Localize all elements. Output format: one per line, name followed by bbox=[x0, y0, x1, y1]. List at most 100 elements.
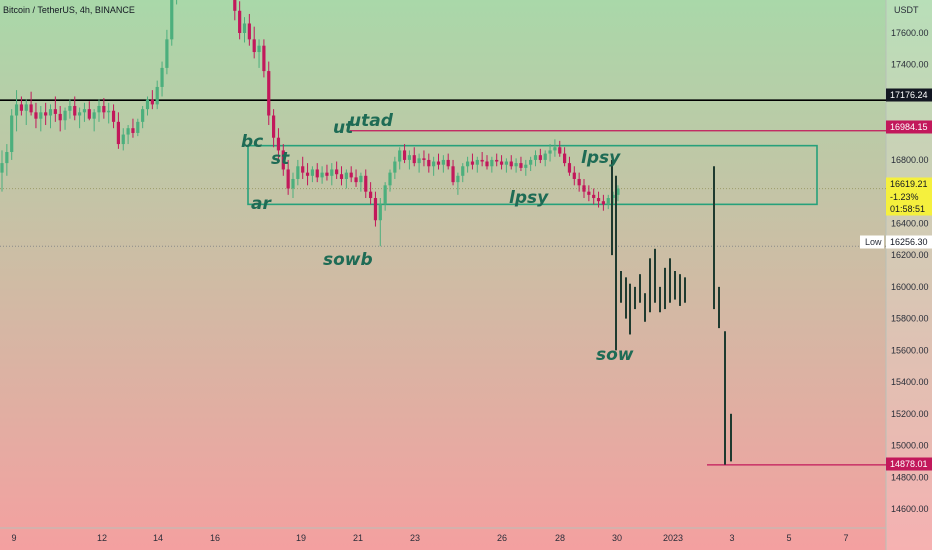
candle-body[interactable] bbox=[48, 109, 53, 116]
candle-body[interactable] bbox=[291, 178, 295, 189]
candle-body[interactable] bbox=[145, 99, 150, 110]
candle-body[interactable] bbox=[262, 45, 266, 72]
candle-body[interactable] bbox=[572, 172, 576, 179]
candle-body[interactable] bbox=[616, 188, 620, 195]
candle-body[interactable] bbox=[461, 166, 465, 176]
candle-body[interactable] bbox=[533, 155, 538, 160]
candle-body[interactable] bbox=[524, 164, 528, 168]
candle-body[interactable] bbox=[446, 159, 450, 167]
candle-body[interactable] bbox=[563, 153, 567, 164]
candle-body[interactable] bbox=[495, 159, 499, 162]
candle-body[interactable] bbox=[398, 150, 402, 162]
candle-body[interactable] bbox=[558, 147, 562, 154]
candle-body[interactable] bbox=[121, 134, 125, 145]
candle-body[interactable] bbox=[116, 121, 120, 145]
candle-body[interactable] bbox=[252, 39, 256, 53]
time-axis[interactable]: 9 12 14 16 19 21 23 26 28 30 2023 3 5 7 bbox=[11, 533, 848, 543]
candle-body[interactable] bbox=[335, 169, 339, 175]
candle-body[interactable] bbox=[150, 99, 154, 105]
candle-body[interactable] bbox=[354, 177, 358, 183]
candle-body[interactable] bbox=[596, 198, 601, 202]
candle-body[interactable] bbox=[364, 175, 368, 192]
candle-body[interactable] bbox=[567, 163, 572, 173]
candle-body[interactable] bbox=[102, 105, 106, 113]
candle-body[interactable] bbox=[485, 161, 489, 167]
candle-body[interactable] bbox=[456, 175, 460, 183]
candle-body[interactable] bbox=[514, 163, 518, 167]
candle-body[interactable] bbox=[0, 163, 4, 173]
candle-body[interactable] bbox=[24, 104, 28, 111]
candle-body[interactable] bbox=[131, 128, 135, 133]
candle-body[interactable] bbox=[577, 178, 581, 186]
candle-body[interactable] bbox=[14, 104, 19, 116]
candle-body[interactable] bbox=[73, 105, 77, 116]
candle-body[interactable] bbox=[87, 109, 91, 119]
candle-body[interactable] bbox=[92, 112, 96, 119]
candle-body[interactable] bbox=[373, 198, 378, 221]
candle-body[interactable] bbox=[432, 161, 436, 167]
candle-body[interactable] bbox=[582, 185, 586, 192]
candle-body[interactable] bbox=[320, 172, 324, 178]
candle-body[interactable] bbox=[68, 105, 72, 111]
candle-body[interactable] bbox=[5, 152, 9, 164]
candle-body[interactable] bbox=[247, 23, 251, 40]
candle-body[interactable] bbox=[286, 169, 290, 189]
candle-body[interactable] bbox=[107, 110, 111, 113]
candle-body[interactable] bbox=[281, 150, 285, 170]
candle-body[interactable] bbox=[427, 159, 431, 167]
candle-body[interactable] bbox=[97, 105, 101, 113]
candle-body[interactable] bbox=[19, 104, 23, 111]
candle-body[interactable] bbox=[587, 191, 591, 195]
candle-body[interactable] bbox=[543, 153, 547, 160]
candle-body[interactable] bbox=[325, 172, 329, 176]
candle-body[interactable] bbox=[548, 150, 552, 154]
candle-body[interactable] bbox=[126, 128, 130, 135]
candle-body[interactable] bbox=[519, 163, 523, 168]
candle-body[interactable] bbox=[359, 175, 363, 183]
candle-body[interactable] bbox=[296, 166, 300, 179]
candle-body[interactable] bbox=[155, 86, 159, 105]
candle-body[interactable] bbox=[305, 172, 310, 176]
candle-body[interactable] bbox=[344, 172, 348, 179]
candle-body[interactable] bbox=[257, 45, 261, 53]
candle-body[interactable] bbox=[238, 10, 242, 33]
candle-body[interactable] bbox=[490, 159, 494, 167]
candle-body[interactable] bbox=[276, 137, 281, 151]
candle-body[interactable] bbox=[422, 158, 426, 160]
candle-body[interactable] bbox=[330, 169, 334, 176]
candle-body[interactable] bbox=[466, 161, 470, 167]
candle-body[interactable] bbox=[160, 67, 164, 87]
candle-body[interactable] bbox=[383, 185, 387, 205]
candle-body[interactable] bbox=[538, 155, 542, 160]
candle-body[interactable] bbox=[436, 161, 441, 165]
candle-body[interactable] bbox=[553, 147, 557, 151]
candle-body[interactable] bbox=[53, 109, 57, 114]
candle-body[interactable] bbox=[509, 161, 513, 167]
candle-body[interactable] bbox=[349, 172, 353, 178]
candle-body[interactable] bbox=[504, 161, 508, 165]
candle-body[interactable] bbox=[63, 110, 67, 121]
candle-body[interactable] bbox=[34, 112, 38, 119]
candle-body[interactable] bbox=[111, 110, 116, 122]
candle-body[interactable] bbox=[267, 71, 271, 116]
candle-body[interactable] bbox=[412, 155, 416, 164]
candle-body[interactable] bbox=[606, 198, 610, 205]
candle-body[interactable] bbox=[29, 104, 33, 113]
candle-body[interactable] bbox=[611, 194, 615, 199]
candle-body[interactable] bbox=[407, 155, 411, 160]
candle-body[interactable] bbox=[441, 159, 445, 165]
candle-body[interactable] bbox=[369, 191, 373, 199]
candle-body[interactable] bbox=[529, 159, 533, 165]
candle-body[interactable] bbox=[339, 174, 344, 179]
candle-body[interactable] bbox=[601, 201, 605, 205]
candle-body[interactable] bbox=[242, 23, 247, 33]
candle-body[interactable] bbox=[78, 112, 82, 116]
candle-body[interactable] bbox=[170, 0, 174, 40]
candle-body[interactable] bbox=[44, 112, 48, 116]
candle-body[interactable] bbox=[10, 115, 14, 152]
candle-body[interactable] bbox=[315, 169, 319, 178]
candle-body[interactable] bbox=[417, 158, 421, 164]
candle-body[interactable] bbox=[58, 113, 62, 121]
candle-body[interactable] bbox=[378, 204, 382, 221]
